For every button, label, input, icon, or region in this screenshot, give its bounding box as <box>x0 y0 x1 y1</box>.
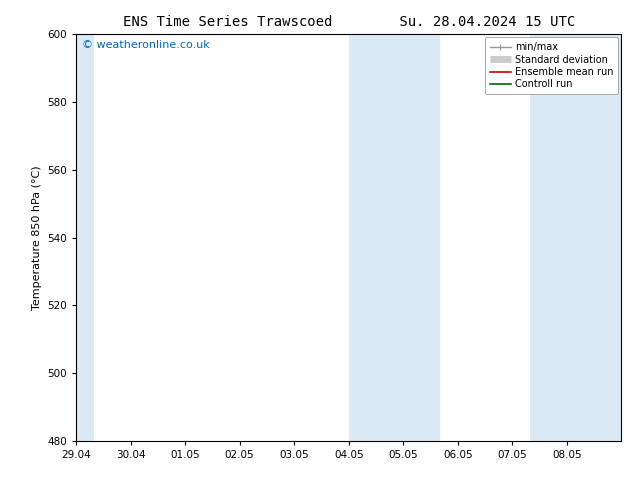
Title: ENS Time Series Trawscoed        Su. 28.04.2024 15 UTC: ENS Time Series Trawscoed Su. 28.04.2024… <box>122 15 575 29</box>
Legend: min/max, Standard deviation, Ensemble mean run, Controll run: min/max, Standard deviation, Ensemble me… <box>485 37 618 94</box>
Bar <box>349 34 440 441</box>
Bar <box>530 34 621 441</box>
Y-axis label: Temperature 850 hPa (°C): Temperature 850 hPa (°C) <box>32 165 42 310</box>
Bar <box>76 34 94 441</box>
Text: © weatheronline.co.uk: © weatheronline.co.uk <box>82 40 209 50</box>
